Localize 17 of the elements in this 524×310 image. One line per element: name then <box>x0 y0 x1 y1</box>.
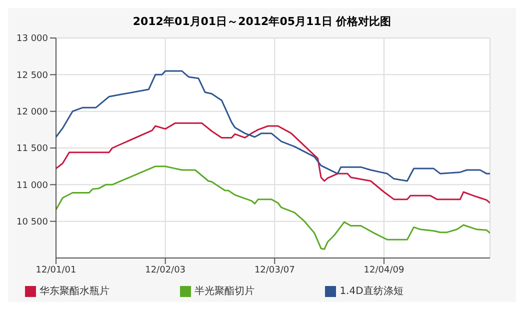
line-series <box>56 122 490 204</box>
line-series <box>56 166 490 250</box>
y-tick-label: 10 500 <box>16 218 48 228</box>
y-tick-label: 12 500 <box>16 70 48 81</box>
legend-label: 1.4D直纺涤短 <box>340 286 404 297</box>
legend-label: 华东聚酯水瓶片 <box>40 286 110 297</box>
y-tick-label: 11 500 <box>16 144 48 154</box>
x-tick-label: 12/04/09 <box>364 265 404 276</box>
x-tick-label: 12/01/01 <box>36 265 76 276</box>
chart-title: 2012年01月01日～2012年05月11日 价格对比图 <box>132 14 392 30</box>
x-tick-label: 12/03/07 <box>254 265 295 276</box>
y-tick-label: 12 000 <box>16 108 48 118</box>
y-tick-label: 11 000 <box>16 180 48 191</box>
legend-label: 半光聚酯切片 <box>194 286 255 297</box>
x-tick-label: 12/02/03 <box>145 265 186 276</box>
line-series <box>56 70 490 182</box>
y-tick-label: 13 000 <box>16 34 48 44</box>
